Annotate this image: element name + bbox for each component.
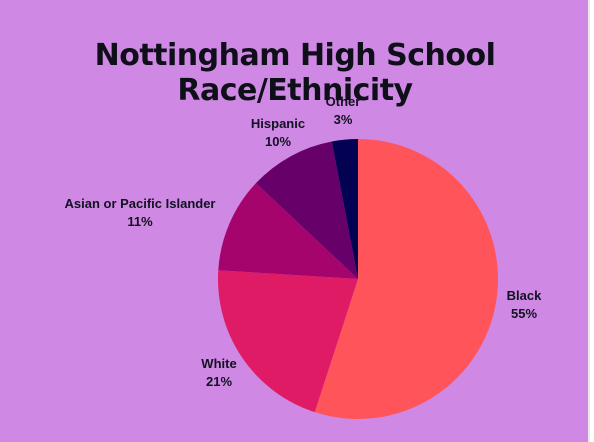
slice-value-label: 55% bbox=[511, 306, 537, 321]
slice-value-label: 21% bbox=[206, 374, 232, 389]
slice-label: Asian or Pacific Islander bbox=[64, 196, 215, 211]
slice-label: White bbox=[201, 356, 236, 371]
pie-slice-other bbox=[331, 139, 358, 279]
chart-title: Nottingham High School Race/Ethnicity bbox=[94, 38, 496, 108]
slice-value-label: 3% bbox=[334, 112, 353, 127]
slice-label: Other bbox=[326, 94, 361, 109]
slice-label: Black bbox=[507, 288, 542, 303]
pie-slice-asian-or-pacific-islander bbox=[218, 183, 358, 279]
slice-value-label: 11% bbox=[127, 214, 153, 229]
slice-value-label: 10% bbox=[265, 134, 291, 149]
pie-slice-hispanic bbox=[255, 141, 358, 279]
pie-slice-white bbox=[218, 270, 358, 413]
slice-label: Hispanic bbox=[251, 116, 305, 131]
pie-slice-black bbox=[314, 139, 498, 419]
